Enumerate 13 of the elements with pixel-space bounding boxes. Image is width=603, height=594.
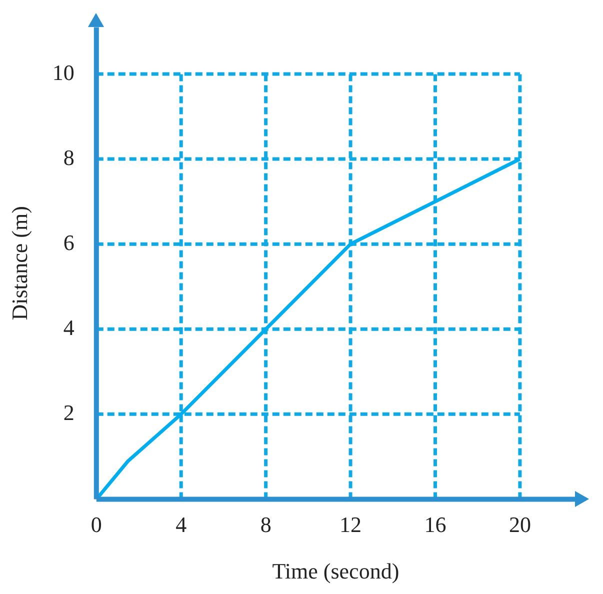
y-axis-title: Distance (m) <box>6 206 32 320</box>
y-tick-label: 2 <box>63 400 74 425</box>
y-tick-label: 4 <box>63 314 74 340</box>
x-tick-label: 8 <box>260 512 272 538</box>
y-tick-label: 6 <box>63 230 74 255</box>
x-tick-label: 12 <box>340 512 362 538</box>
y-tick-label: 10 <box>52 60 74 85</box>
x-tick-label: 20 <box>508 512 531 538</box>
y-tick-label: 8 <box>63 144 74 170</box>
x-tick-label: 16 <box>424 512 446 538</box>
x-axis-title: Time (second) <box>272 558 400 584</box>
x-tick-label: 0 <box>90 512 102 538</box>
x-tick-label: 4 <box>176 512 187 538</box>
